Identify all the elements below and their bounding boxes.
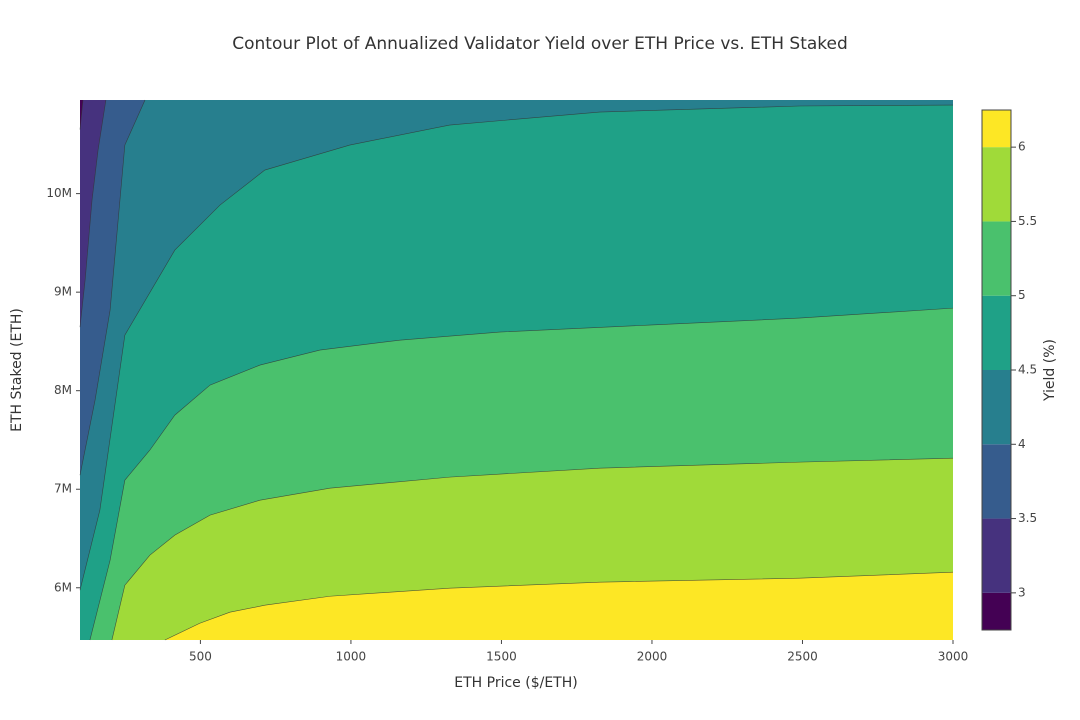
contour-line [79,99,146,476]
colorbar-tick-label: 4.5 [1018,363,1037,377]
x-tick-label: 2000 [637,650,668,664]
contour-line [89,307,954,641]
contour-line [79,104,954,591]
colorbar-band [982,295,1011,370]
contour-line [79,99,84,130]
colorbar-tick-label: 5.5 [1018,214,1037,228]
x-tick-label: 3000 [938,650,969,664]
y-tick-label: 7M [54,482,72,496]
colorbar-tick-label: 3.5 [1018,511,1037,525]
x-tick-label: 1500 [486,650,517,664]
x-tick-label: 500 [189,650,212,664]
colorbar-band [982,518,1011,593]
x-tick-label: 2500 [787,650,818,664]
colorbar-band [982,110,1011,148]
colorbar-tick-label: 5 [1018,288,1026,302]
y-tick-label: 8M [54,383,72,397]
colorbar-band [982,444,1011,519]
x-axis-title: ETH Price ($/ETH) [454,675,577,691]
x-tick-label: 1000 [336,650,367,664]
y-tick-label: 6M [54,580,72,594]
colorbar-tick-label: 6 [1018,140,1026,154]
colorbar-tick-label: 3 [1018,585,1026,599]
y-tick-label: 9M [54,285,72,299]
contour-line [111,457,954,641]
colorbar-band [982,221,1011,296]
y-tick-label: 10M [46,186,72,200]
colorbar-band [982,592,1011,630]
y-axis-title: ETH Staked (ETH) [9,308,25,432]
colorbar-title: Yield (%) [1042,339,1058,402]
chart-title: Contour Plot of Annualized Validator Yie… [232,34,848,54]
contour-line [164,571,954,641]
colorbar-band [982,147,1011,222]
contour-line [79,99,107,328]
contour-region [164,572,953,640]
colorbar-tick-label: 4 [1018,437,1026,451]
colorbar-band [982,370,1011,445]
